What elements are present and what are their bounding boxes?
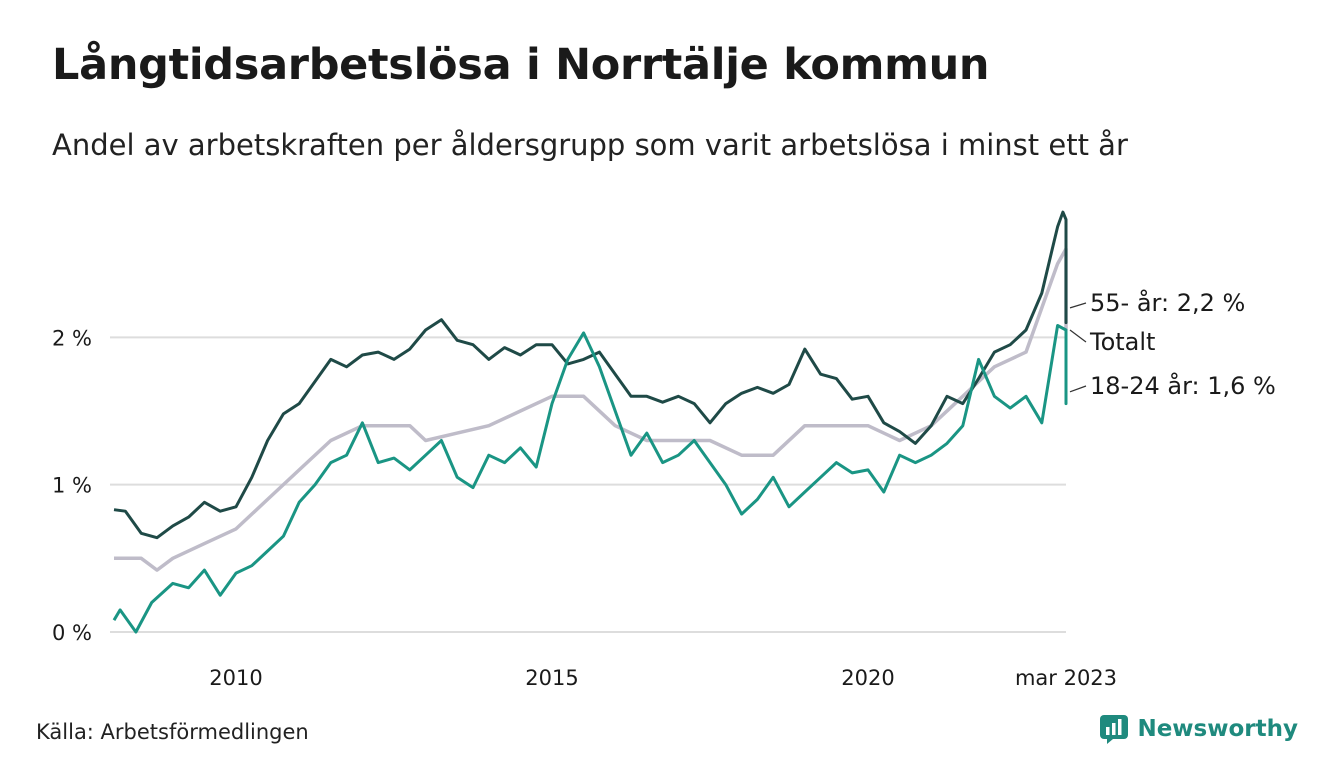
y-axis-ticks: 0 % 1 % 2 %	[52, 326, 92, 645]
end-label-age1824: 18-24 år: 1,6 %	[1090, 371, 1276, 400]
end-label-leader	[1069, 385, 1087, 393]
y-tick-label: 1 %	[52, 474, 92, 498]
newsworthy-logo-icon	[1100, 715, 1129, 744]
line-chart: 0 % 1 % 2 % 2010 2015 2020 mar 2023 Totalt 55-…	[52, 210, 1276, 690]
source-note: Källa: Arbetsförmedlingen	[36, 720, 309, 744]
end-label-leader	[1069, 329, 1087, 343]
series-line-age55	[113, 210, 1068, 540]
x-tick-label: 2015	[525, 666, 578, 690]
page-title: Långtidsarbetslösa i Norrtälje kommun	[52, 40, 990, 90]
x-axis-ticks: 2010 2015 2020 mar 2023	[209, 666, 1117, 690]
series-line-age1824	[112, 324, 1068, 634]
series-line-total	[114, 247, 1068, 572]
end-label-leader	[1069, 302, 1087, 309]
series-lines	[112, 210, 1068, 634]
y-tick-label: 0 %	[52, 621, 92, 645]
end-label-age55: 55- år: 2,2 %	[1090, 288, 1245, 317]
brand-name: Newsworthy	[1137, 716, 1298, 742]
chart-subtitle: Andel av arbetskraften per åldersgrupp s…	[52, 128, 1128, 162]
end-labels: Totalt 55- år: 2,2 % 18-24 år: 1,6 %	[1069, 288, 1276, 400]
gridlines	[110, 336, 1066, 633]
y-tick-label: 2 %	[52, 326, 92, 350]
x-tick-label: mar 2023	[1015, 666, 1117, 690]
x-tick-label: 2020	[841, 666, 894, 690]
end-label-total: Totalt	[1089, 328, 1155, 356]
x-tick-label: 2010	[209, 666, 262, 690]
brand-logo: Newsworthy	[1099, 714, 1298, 744]
